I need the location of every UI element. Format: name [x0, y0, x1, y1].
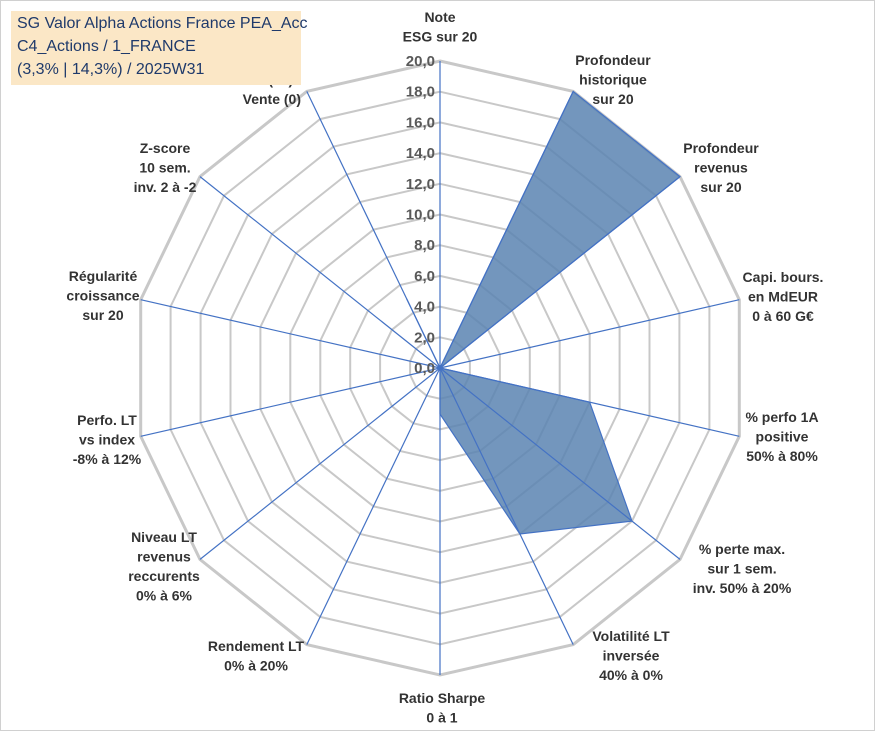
axis-spoke — [306, 91, 441, 369]
axis-spoke — [199, 367, 441, 560]
axis-label: Note — [424, 9, 455, 25]
axis-label: Ratio Sharpe — [399, 690, 486, 706]
axis-label: ESG sur 20 — [403, 29, 478, 45]
axis-spoke — [439, 91, 574, 369]
radar-series — [406, 90, 681, 535]
axis-label: Volatilité LT — [592, 628, 670, 644]
axis-label: Profondeur — [683, 140, 759, 156]
axis-spoke — [439, 367, 740, 437]
chart-title-line-2: C4_Actions / 1_FRANCE — [17, 38, 196, 55]
tick-label: 18,0 — [406, 84, 435, 101]
axis-label: revenus — [137, 549, 191, 565]
tick-label: 0,0 — [414, 360, 435, 377]
axis-label: % perfo 1A — [745, 409, 818, 425]
axis-spoke — [439, 299, 740, 369]
axis-label: revenus — [694, 160, 748, 176]
chart-title-line-3: (3,3% | 14,3%) / 2025W31 — [17, 61, 205, 78]
tick-label: 14,0 — [406, 145, 435, 162]
axis-label: sur 20 — [82, 307, 123, 323]
radar-spokes — [140, 61, 740, 675]
series-area — [406, 90, 681, 535]
axis-label: historique — [579, 72, 647, 88]
chart-title-box: SG Valor Alpha Actions France PEA_Acc C4… — [11, 11, 308, 85]
axis-label: Z-score — [140, 140, 191, 156]
axis-label: -8% à 12% — [73, 451, 142, 467]
axis-label: Profondeur — [575, 52, 651, 68]
axis-label: inv. 50% à 20% — [693, 580, 792, 596]
axis-label: Régularité — [69, 268, 138, 284]
tick-label: 6,0 — [414, 268, 435, 285]
axis-label: % perte max. — [699, 541, 785, 557]
tick-label: 10,0 — [406, 207, 435, 224]
axis-spoke — [140, 299, 441, 369]
axis-label: sur 1 sem. — [707, 561, 776, 577]
axis-label: Capi. bours. — [743, 269, 824, 285]
axis-label: croissance — [66, 288, 139, 304]
axis-spoke — [439, 367, 681, 560]
axis-label: 0 à 60 G€ — [752, 308, 814, 324]
axis-label: sur 20 — [700, 179, 741, 195]
axis-label: 0% à 20% — [224, 658, 288, 674]
axis-label: Rendement LT — [208, 638, 305, 654]
axis-label: 40% à 0% — [599, 667, 663, 683]
axis-label: Vente (0) — [243, 91, 301, 107]
axis-label: Perfo. LT — [77, 412, 137, 428]
tick-label: 4,0 — [414, 299, 435, 316]
axis-label: 0 à 1 — [426, 710, 457, 726]
axis-label: en MdEUR — [748, 289, 818, 305]
axis-spoke — [140, 367, 441, 437]
axis-label: inversée — [603, 648, 660, 664]
axis-label: vs index — [79, 432, 135, 448]
tick-label: 12,0 — [406, 176, 435, 193]
tick-label: 20,0 — [406, 53, 435, 70]
axis-label: 10 sem. — [139, 160, 190, 176]
axis-spoke — [439, 176, 681, 369]
tick-label: 8,0 — [414, 237, 435, 254]
tick-label: 16,0 — [406, 114, 435, 131]
axis-spoke — [439, 367, 574, 645]
axis-label: positive — [756, 429, 809, 445]
axis-label: Niveau LT — [131, 529, 197, 545]
axis-label: 0% à 6% — [136, 588, 193, 604]
axis-label: inv. 2 à -2 — [134, 179, 197, 195]
axis-label: reccurents — [128, 568, 200, 584]
axis-spoke — [306, 367, 441, 645]
axis-spoke — [199, 176, 441, 369]
radar-ticks: 0,0 2,0 4,0 6,0 8,0 10,0 12,0 14,0 16,0 18,0 20,0 — [406, 53, 435, 377]
chart-title-line-1: SG Valor Alpha Actions France PEA_Acc — [17, 15, 308, 32]
axis-label: 50% à 80% — [746, 448, 818, 464]
axis-label: sur 20 — [592, 91, 633, 107]
tick-label: 2,0 — [414, 329, 435, 346]
